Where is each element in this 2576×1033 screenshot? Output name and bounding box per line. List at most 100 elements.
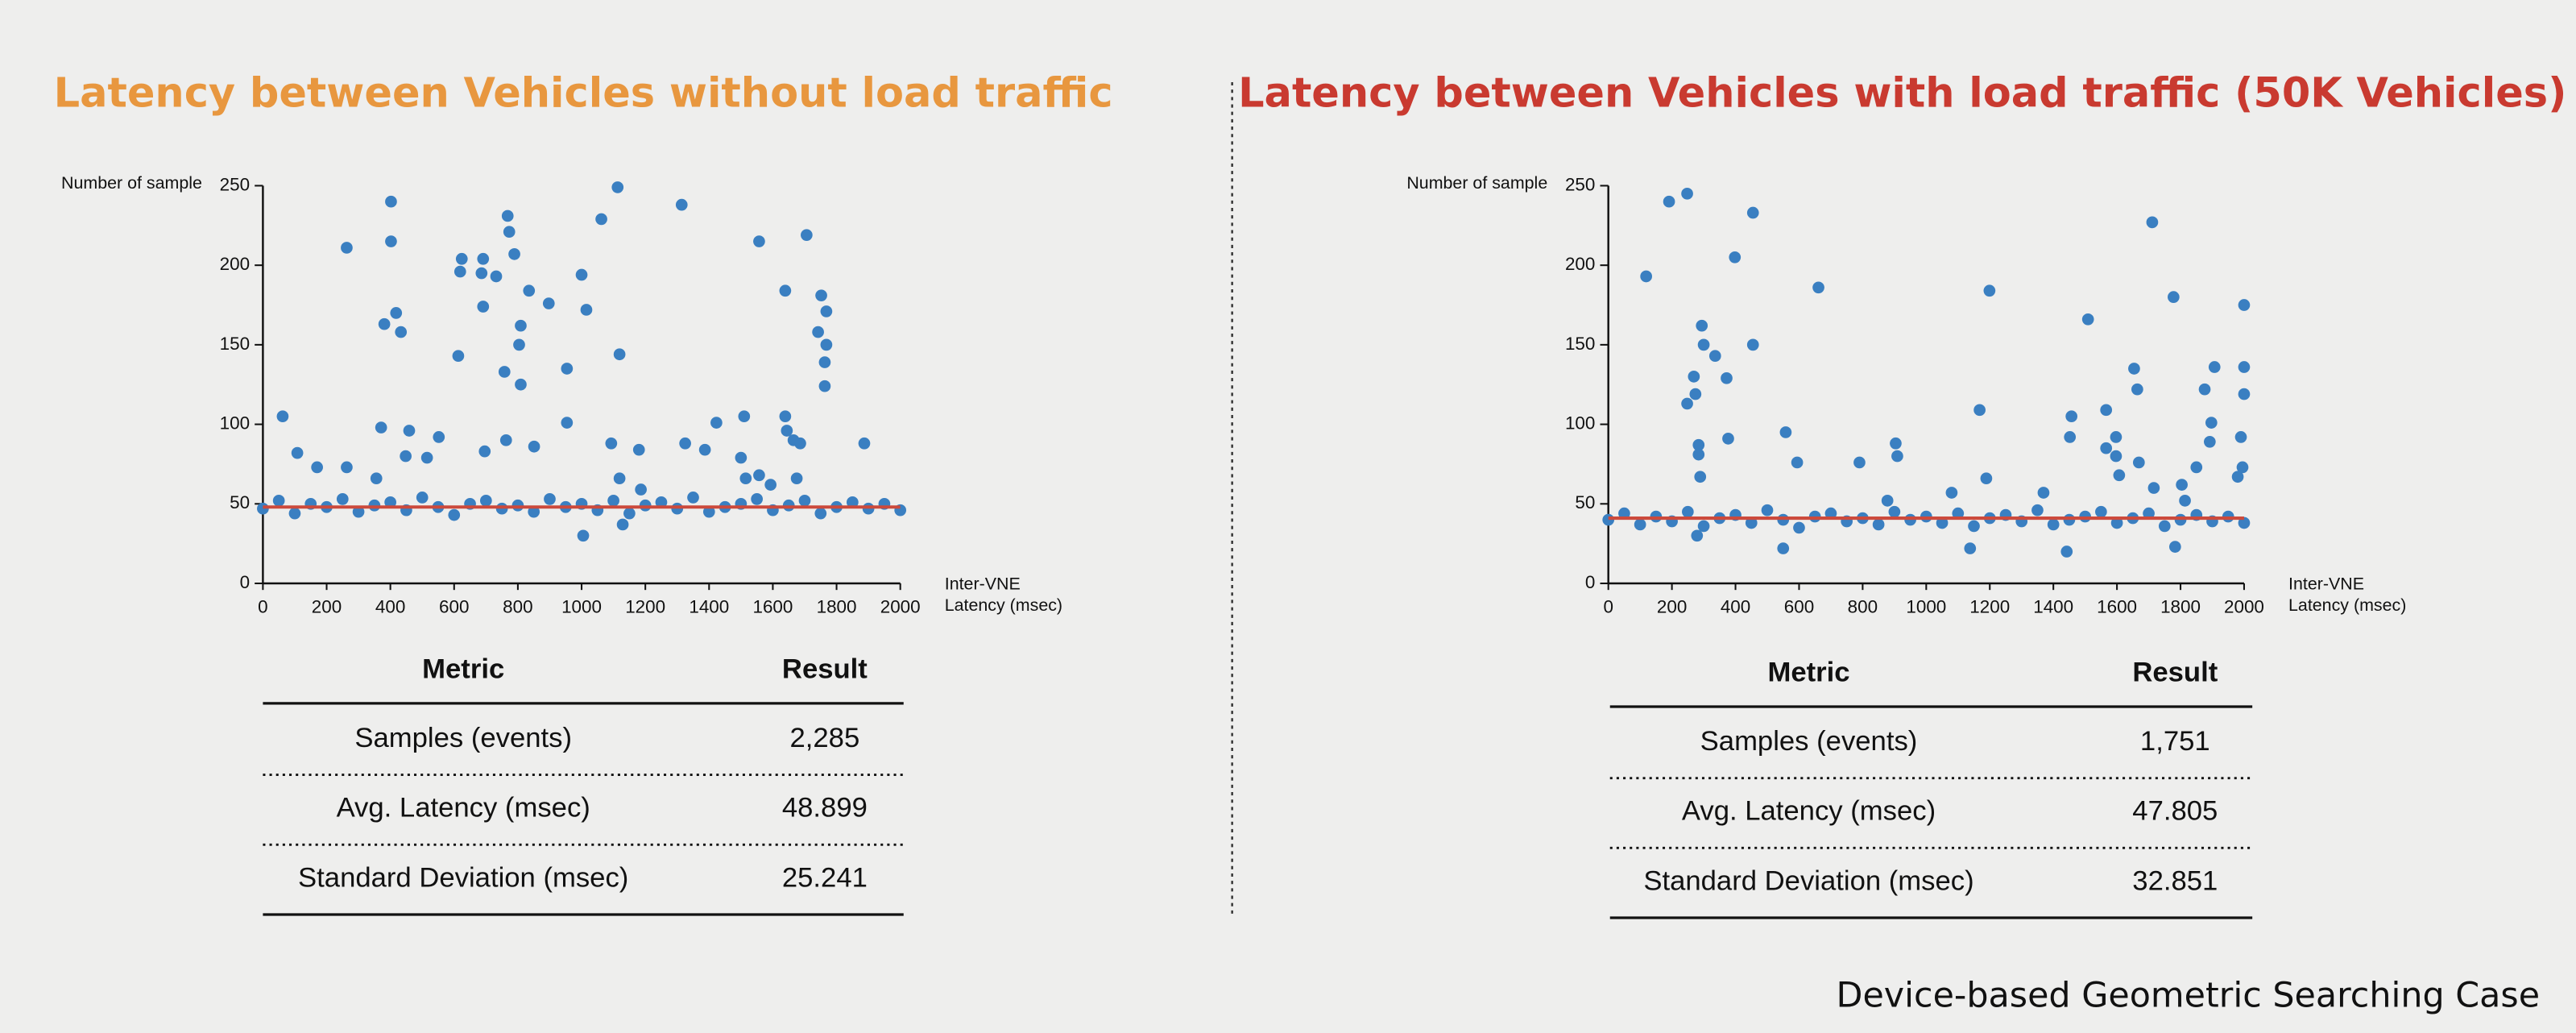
point [1936, 516, 1949, 529]
x-tick-label: 1600 [752, 597, 793, 617]
table-cell: 32.851 [2132, 865, 2218, 896]
table-cell: Avg. Latency (msec) [1682, 796, 1936, 827]
table-cell: 1,751 [2140, 726, 2210, 757]
point [2110, 516, 2123, 529]
y-axis-label: Number of sample [1406, 173, 1547, 193]
point [1964, 542, 1977, 554]
point [1618, 507, 1630, 520]
x-tick-label: 800 [1848, 597, 1878, 617]
point [2203, 435, 2216, 448]
point [416, 492, 429, 504]
point [523, 284, 536, 297]
point [341, 242, 353, 254]
point [2168, 541, 2181, 553]
point [1729, 251, 1741, 263]
point [1945, 487, 1958, 499]
table-header: Result [2132, 657, 2218, 687]
point [1746, 206, 1759, 219]
point [1722, 433, 1734, 445]
point [400, 450, 412, 463]
point [395, 326, 408, 338]
point [508, 248, 520, 260]
point [1640, 270, 1652, 283]
point [1881, 495, 1894, 507]
point [2198, 383, 2211, 396]
point [378, 317, 391, 330]
point [2100, 404, 2113, 417]
point [1891, 450, 1903, 463]
point [605, 437, 618, 450]
point [2037, 487, 2050, 499]
point [702, 505, 715, 518]
y-tick-label: 250 [220, 174, 250, 194]
point [1697, 520, 1710, 533]
point [1793, 521, 1805, 534]
x-tick-label: 1200 [625, 597, 665, 617]
point [498, 366, 511, 378]
x-axis-label: Latency (msec) [945, 595, 1062, 615]
point [542, 297, 555, 309]
point [1777, 542, 1790, 554]
point [352, 505, 365, 518]
point [2060, 546, 2073, 558]
table-cell: 25.241 [782, 862, 868, 893]
x-tick-label: 0 [1603, 597, 1613, 617]
point [452, 350, 465, 363]
point [655, 496, 668, 508]
point [820, 338, 833, 351]
table-cell: 48.899 [782, 793, 868, 823]
x-tick-label: 200 [1657, 597, 1687, 617]
y-tick-label: 200 [1565, 254, 1595, 274]
x-tick-label: 600 [1784, 597, 1814, 617]
point [2065, 410, 2078, 423]
point [561, 417, 574, 429]
point [385, 235, 397, 247]
point [611, 181, 624, 193]
point [1888, 505, 1901, 518]
point [818, 356, 831, 368]
point [2190, 461, 2203, 474]
point [384, 496, 396, 508]
point [561, 363, 574, 375]
point [779, 284, 792, 297]
point [276, 410, 289, 423]
point [2238, 516, 2251, 529]
table-header: Metric [422, 653, 504, 684]
point [2064, 431, 2077, 443]
point [390, 307, 403, 319]
point [341, 461, 353, 474]
y-tick-label: 0 [1585, 572, 1595, 592]
point [2176, 479, 2188, 491]
point [2132, 456, 2145, 469]
table-cell: 47.805 [2132, 796, 2218, 827]
point [1980, 472, 1993, 485]
table-cell: Samples (events) [1700, 726, 1918, 757]
point [2238, 388, 2251, 400]
point [1983, 284, 1996, 297]
point [675, 198, 688, 211]
point [2131, 383, 2143, 396]
point [2081, 313, 2094, 326]
point [2128, 363, 2140, 375]
point [1663, 195, 1675, 208]
point [2147, 482, 2160, 494]
point [385, 195, 397, 208]
point [613, 348, 626, 361]
point [1952, 507, 1965, 520]
x-tick-label: 0 [258, 597, 267, 617]
table-cell: Standard Deviation (msec) [1643, 865, 1973, 896]
table-cell: Avg. Latency (msec) [337, 793, 590, 823]
table-cell: 2,285 [790, 723, 860, 753]
point [577, 529, 590, 542]
x-tick-label: 1200 [1969, 597, 2010, 617]
x-axis-label: Inter-VNE [2288, 575, 2364, 594]
point [812, 326, 824, 338]
point [528, 440, 540, 453]
point [453, 265, 466, 278]
point [2234, 431, 2247, 443]
point [1812, 281, 1824, 294]
point [2205, 417, 2218, 429]
point [2031, 504, 2044, 516]
point [710, 417, 723, 429]
